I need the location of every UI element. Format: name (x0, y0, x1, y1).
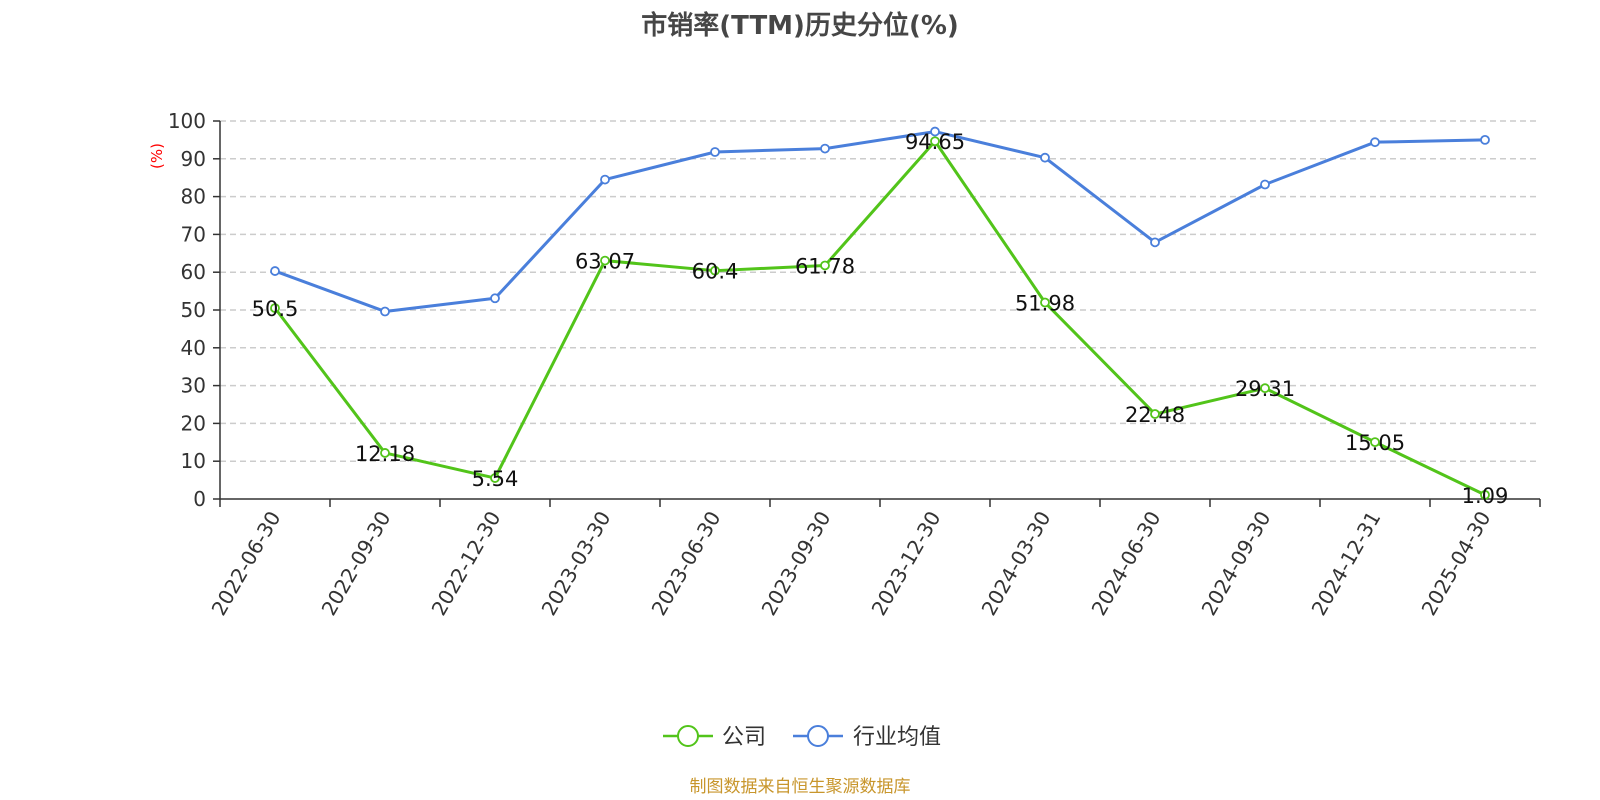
chart-title: 市销率(TTM)历史分位(%) (641, 10, 959, 41)
x-tick-label: 2022-12-30 (426, 507, 505, 620)
y-tick-label: 80 (181, 185, 206, 209)
data-point-1[interactable] (380, 306, 390, 317)
y-tick-label: 90 (181, 147, 206, 171)
data-label: 1.09 (1462, 484, 1509, 508)
data-point-1[interactable] (1260, 179, 1270, 190)
y-axis-unit-label: (%) (148, 143, 166, 169)
y-tick-label: 10 (181, 449, 206, 473)
data-point-1[interactable] (490, 293, 500, 304)
data-point-1[interactable] (1150, 237, 1160, 248)
data-labels: 50.5 12.18 5.54 63.07 60.4 61.78 94.65 51.98 22.… (252, 130, 1509, 508)
x-tick-label: 2024-12-31 (1306, 507, 1385, 620)
data-point-1[interactable] (270, 266, 280, 276)
data-point-0[interactable] (490, 473, 500, 483)
x-tick-label: 2024-03-30 (976, 507, 1055, 620)
data-point-0[interactable] (1480, 489, 1490, 500)
series-layer (270, 126, 1490, 500)
data-point-1[interactable] (1480, 134, 1490, 145)
series-line-1 (274, 130, 1486, 314)
data-point-0[interactable] (1260, 383, 1270, 394)
series-line-0 (273, 139, 1486, 497)
y-tick-label: 70 (181, 222, 206, 246)
y-tick-label: 100 (168, 109, 206, 133)
data-point-0[interactable] (270, 303, 280, 314)
x-tick-label: 2024-09-30 (1196, 507, 1275, 620)
data-label: 22.48 (1125, 403, 1185, 427)
data-point-0[interactable] (820, 260, 830, 271)
legend-label: 公司 (722, 725, 766, 750)
y-axis: 0 10 20 30 40 50 60 70 80 90 100 (168, 109, 221, 511)
data-label: 60.4 (692, 260, 739, 284)
source-note: 制图数据来自恒生聚源数据库 (690, 777, 911, 797)
data-point-1[interactable] (710, 147, 720, 157)
data-label: 50.5 (252, 297, 299, 321)
data-point-1[interactable] (600, 174, 610, 185)
x-tick-label: 2023-09-30 (756, 507, 835, 620)
y-tick-label: 30 (181, 374, 206, 398)
legend-marker (677, 725, 699, 747)
data-label: 5.54 (472, 467, 519, 491)
data-point-0[interactable] (710, 265, 720, 276)
legend-item-1[interactable]: 行业均值 (793, 725, 941, 750)
x-tick-label: 2022-06-30 (206, 507, 285, 620)
x-tick-label: 2025-04-30 (1416, 507, 1495, 620)
data-point-0[interactable] (930, 136, 940, 147)
x-axis: 2022-06-30 2022-09-30 2022-12-30 2023-03-30… (206, 498, 1541, 620)
x-tick-label: 2023-06-30 (646, 507, 725, 620)
data-label: 29.31 (1235, 377, 1295, 401)
y-tick-label: 40 (181, 336, 206, 360)
data-point-1[interactable] (1040, 152, 1050, 163)
data-label: 51.98 (1015, 292, 1075, 316)
y-tick-label: 0 (193, 487, 206, 511)
x-tick-label: 2024-06-30 (1086, 507, 1165, 620)
y-tick-label: 20 (181, 411, 206, 435)
legend[interactable]: 公司 行业均值 (663, 725, 941, 750)
data-label: 12.18 (355, 442, 415, 466)
data-label: 63.07 (575, 250, 635, 274)
data-point-0[interactable] (1370, 437, 1380, 448)
grid-lines (220, 120, 1540, 462)
data-point-1[interactable] (1370, 137, 1380, 148)
legend-item-0[interactable]: 公司 (663, 725, 766, 750)
data-point-1[interactable] (820, 143, 830, 154)
y-tick-label: 50 (181, 298, 206, 322)
data-label: 94.65 (905, 130, 965, 154)
data-point-0[interactable] (380, 448, 390, 458)
data-point-0[interactable] (600, 255, 610, 266)
legend-marker (807, 725, 829, 747)
y-tick-label: 60 (181, 260, 206, 284)
data-point-1[interactable] (930, 126, 940, 137)
data-label: 15.05 (1345, 431, 1405, 455)
legend-label: 行业均值 (853, 725, 941, 750)
x-tick-label: 2023-03-30 (536, 507, 615, 620)
data-label: 61.78 (795, 254, 855, 278)
data-point-0[interactable] (1040, 297, 1050, 308)
x-tick-label: 2023-12-30 (866, 507, 945, 620)
x-tick-label: 2022-09-30 (316, 507, 395, 620)
data-point-0[interactable] (1150, 409, 1160, 419)
